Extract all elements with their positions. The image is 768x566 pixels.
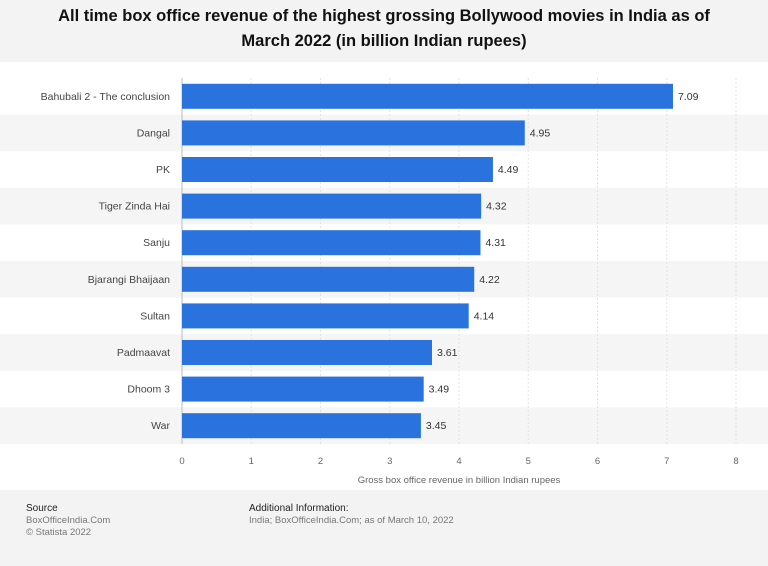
x-tick-label: 5 [526, 456, 531, 467]
copyright: © Statista 2022 [26, 527, 92, 538]
category-label: Padmaavat [117, 347, 170, 359]
value-label: 4.14 [474, 310, 495, 322]
bar [182, 157, 493, 182]
value-label: 4.49 [498, 164, 519, 176]
value-label: 4.31 [485, 237, 506, 249]
x-tick-label: 7 [664, 456, 669, 467]
category-label: Bjarangi Bhaijaan [88, 274, 170, 286]
x-tick-label: 4 [456, 456, 461, 467]
chart-title: All time box office revenue of the highe… [58, 7, 710, 50]
source-name[interactable]: BoxOfficeIndia.Com [26, 515, 111, 526]
x-tick-label: 1 [249, 456, 254, 467]
value-label: 3.45 [426, 420, 447, 432]
source-block: Source BoxOfficeIndia.Com © Statista 202… [26, 503, 110, 539]
category-label: Dangal [137, 127, 170, 139]
category-label: Sanju [143, 237, 170, 249]
value-label: 7.09 [678, 91, 699, 103]
category-label: PK [156, 164, 170, 176]
category-label: War [151, 420, 170, 432]
category-label: Dhoom 3 [127, 384, 170, 396]
category-label: Bahubali 2 - The conclusion [41, 91, 171, 103]
x-tick-label: 2 [318, 456, 323, 467]
bar [182, 230, 481, 256]
category-label: Tiger Zinda Hai [99, 201, 170, 213]
value-label: 3.61 [437, 347, 458, 359]
x-tick-label: 6 [595, 456, 600, 467]
source-title: Source [26, 503, 58, 514]
x-axis-title: Gross box office revenue in billion Indi… [358, 475, 561, 486]
bar [182, 413, 421, 439]
additional-info-text: India; BoxOfficeIndia.Com; as of March 1… [249, 515, 454, 526]
bar [182, 376, 424, 402]
value-label: 4.95 [530, 127, 551, 139]
bar [182, 83, 673, 109]
x-tick-label: 0 [179, 456, 184, 467]
bar [182, 193, 482, 219]
additional-info-title: Additional Information: [249, 503, 349, 514]
category-label: Sultan [140, 310, 170, 322]
bar [182, 303, 469, 329]
bar [182, 340, 432, 365]
bar [182, 120, 525, 146]
additional-info-block: Additional Information: India; BoxOffice… [249, 503, 454, 527]
x-tick-label: 8 [733, 456, 738, 467]
value-label: 4.22 [479, 274, 500, 286]
x-tick-label: 3 [387, 456, 392, 467]
value-label: 4.32 [486, 201, 507, 213]
bar [182, 266, 475, 292]
value-label: 3.49 [429, 384, 450, 396]
